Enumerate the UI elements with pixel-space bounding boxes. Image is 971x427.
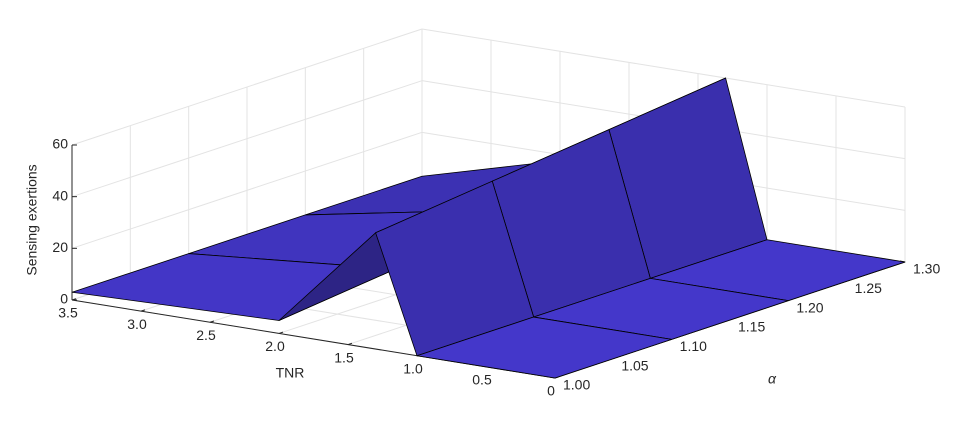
z-tick-label: 40 bbox=[52, 187, 68, 203]
y-tick-label: 1.20 bbox=[796, 299, 823, 315]
z-tick-label: 0 bbox=[60, 291, 68, 307]
y-tick-label: 1.30 bbox=[913, 261, 940, 277]
x-tick-label: 3.5 bbox=[58, 305, 78, 321]
x-axis-label: TNR bbox=[276, 365, 305, 381]
grid-line bbox=[421, 28, 906, 108]
z-tick-label: 60 bbox=[52, 136, 68, 152]
y-tick-label: 1.05 bbox=[621, 357, 648, 373]
tick-mark bbox=[347, 342, 353, 346]
y-tick-label: 1.10 bbox=[680, 338, 707, 354]
y-tick-label: 1.15 bbox=[738, 319, 765, 335]
axis-labels: TNR α Sensing exertions bbox=[24, 164, 777, 386]
z-tick-label: 20 bbox=[52, 239, 68, 255]
surface bbox=[71, 77, 906, 379]
x-tick-label: 1.5 bbox=[334, 349, 354, 365]
y-axis-label: α bbox=[768, 371, 777, 387]
x-tick-label: 0 bbox=[547, 383, 555, 399]
tick-mark bbox=[278, 331, 284, 334]
y-tick-label: 1.25 bbox=[855, 280, 882, 296]
x-tick-label: 0.5 bbox=[472, 372, 492, 388]
surface-face bbox=[416, 316, 673, 379]
x-tick-label: 1.0 bbox=[403, 360, 423, 376]
z-axis-label: Sensing exertions bbox=[24, 164, 40, 275]
x-tick-label: 2.0 bbox=[265, 338, 285, 354]
tick-mark bbox=[209, 320, 215, 323]
tick-mark bbox=[140, 309, 146, 312]
x-tick-label: 2.5 bbox=[196, 327, 216, 343]
y-tick-label: 1.00 bbox=[563, 377, 590, 393]
x-tick-label: 3.0 bbox=[127, 316, 147, 332]
